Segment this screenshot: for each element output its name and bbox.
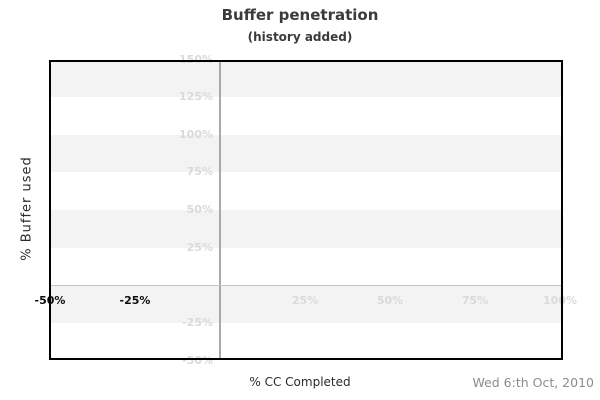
x-axis-title: % CC Completed	[249, 375, 351, 389]
plot-area	[51, 62, 561, 358]
y-tick-label: 50%	[186, 203, 213, 216]
y-tick-label: -25%	[182, 315, 213, 329]
y-tick-label: 25%	[186, 240, 213, 254]
y-tick-label: 100%	[179, 127, 213, 141]
grid-stripe	[51, 210, 561, 248]
date-label: Wed 6:th Oct, 2010	[472, 375, 594, 390]
x-tick-label: 75%	[461, 294, 489, 307]
x-tick-label: 50%	[376, 294, 404, 307]
y-tick-label: 75%	[186, 165, 213, 179]
x-tick-label: -25%	[119, 294, 151, 307]
vertical-zero-gridline	[219, 62, 221, 358]
y-tick-label: -50%	[182, 353, 213, 367]
x-tick-label: 25%	[291, 294, 319, 307]
grid-stripe	[51, 134, 561, 173]
x-tick-label: -50%	[34, 294, 66, 307]
y-tick-label: 150%	[179, 52, 213, 66]
chart-subtitle: (history added)	[247, 30, 353, 44]
y-tick-label: 125%	[179, 90, 213, 104]
grid-stripe	[51, 285, 561, 323]
horizontal-zero-gridline	[51, 284, 561, 286]
x-tick-label: 100%	[543, 294, 577, 307]
grid-stripe	[51, 62, 561, 98]
chart-title: Buffer penetration	[221, 6, 379, 24]
